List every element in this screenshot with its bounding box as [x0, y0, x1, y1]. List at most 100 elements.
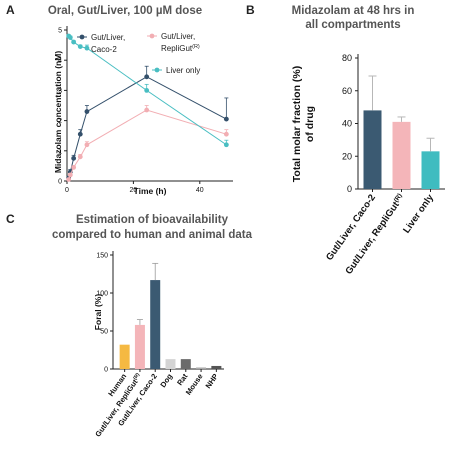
panel-a-legend-label: Liver only	[166, 66, 200, 75]
panel-c-bar-group-3	[150, 262, 161, 369]
panel-b-ytick-label: 80	[342, 53, 352, 63]
panel-a-data-point	[144, 74, 150, 80]
panel-a-data-point	[71, 155, 77, 161]
panel-a-series-1	[66, 65, 229, 181]
panel-a-legend: Gut/Liver, Caco-2 Gut/Liver, RepliGut(R) Liv…	[77, 32, 200, 75]
panel-a-ytick-label: 1	[58, 148, 62, 155]
panel-b-category-label: Gut/Liver, Caco-2	[324, 192, 378, 262]
panel-a-ytick-label: 0	[58, 179, 62, 186]
panel-b-bar	[392, 121, 411, 189]
panel-b-data	[363, 75, 440, 189]
panel-c-bar-group-5	[180, 359, 191, 369]
panel-c-ytick-label: 0	[104, 367, 108, 374]
panel-a-data-point	[71, 39, 77, 45]
panel-b-category-label: Liver only	[401, 192, 436, 236]
panel-a-data-point	[66, 177, 72, 182]
panel-a-title: Oral, Gut/Liver, 100 µM dose	[48, 5, 202, 17]
panel-c-ylabel: Foral (%)	[93, 294, 103, 331]
panel-a-series-3	[66, 33, 229, 148]
panel-a-data	[66, 33, 229, 182]
panel-a-data-point	[77, 154, 83, 160]
panel-a-data-point	[67, 172, 73, 178]
panel-b-title-line-2: all compartments	[305, 19, 400, 31]
panel-b-bar-group-2	[392, 116, 411, 189]
panel-b-ytick-label: 60	[342, 86, 352, 96]
panel-c: C Estimation of bioavailability compared…	[6, 212, 253, 438]
panel-c-bar	[119, 344, 130, 369]
panel-a-data-point	[77, 44, 83, 50]
panel-c-ytick-label: 100	[96, 291, 108, 298]
panel-c-bar-group-2	[134, 319, 145, 369]
panel-b-bar	[363, 110, 382, 189]
panel-a-legend-entry-2: Gut/Liver, RepliGut(R)	[147, 32, 200, 53]
panel-a-series-line	[68, 109, 227, 180]
panel-a-legend-label: Gut/Liver,	[91, 33, 125, 42]
panel-b-letter: B	[246, 3, 255, 17]
panel-a-ytick-label: 4	[58, 58, 62, 65]
panel-b-ytick-label: 20	[342, 151, 352, 161]
panel-a-data-point	[84, 45, 90, 51]
panel-a-series-2	[66, 105, 229, 182]
panel-a-ylabel: Midazolam concentration (nM)	[53, 51, 63, 173]
panel-c-ytick-label: 50	[100, 329, 108, 336]
panel-c-category-label: NHP	[204, 372, 220, 390]
panel-b-ytick-label: 0	[347, 184, 352, 194]
panel-a-xtick-label: 40	[196, 187, 204, 194]
panel-a-axes: 0 1 2 3 4 5 0 20 40	[58, 26, 233, 194]
panel-b-bar-group-1	[363, 75, 382, 189]
panel-a-data-point	[67, 35, 73, 40]
panel-c-title-line-2: compared to human and animal data	[52, 229, 253, 241]
panel-a-data-point	[223, 131, 229, 137]
panel-c-bar	[150, 280, 161, 369]
panel-c-ytick-label: 150	[96, 253, 108, 260]
panel-a-legend-marker	[154, 67, 160, 73]
panel-c-bar	[180, 359, 191, 369]
panel-a-data-point	[77, 131, 83, 137]
panel-b-bar-group-3	[421, 137, 440, 189]
panel-a-ytick-label: 3	[58, 88, 62, 95]
panel-c-bar	[196, 367, 207, 369]
panel-c-bar	[165, 359, 176, 369]
panel-b-ylabel-line-2: of drug	[304, 106, 316, 142]
panel-a-xtick-label: 0	[65, 187, 69, 194]
panel-a-data-point	[84, 142, 90, 148]
panel-a-data-point	[71, 165, 77, 170]
panel-a-ytick-label: 5	[58, 28, 62, 35]
panel-c-category-label: Dog	[158, 372, 174, 389]
panel-a-letter: A	[6, 3, 15, 17]
panel-c-bar	[211, 365, 222, 369]
panel-a-legend-entry-1: Gut/Liver, Caco-2	[77, 33, 125, 54]
panel-a-data-point	[144, 107, 150, 113]
panel-b: B Midazolam at 48 hrs in all compartment…	[246, 3, 445, 277]
panel-c-bar	[134, 324, 145, 369]
panel-a: A Oral, Gut/Liver, 100 µM dose 0 1 2 3 4 5 0 20…	[6, 3, 233, 196]
panel-a-legend-marker	[149, 33, 155, 39]
panel-a-legend-label: RepliGut(R)	[161, 44, 200, 53]
panel-b-ytick-label: 40	[342, 119, 352, 129]
panel-b-bar	[421, 151, 440, 189]
panel-a-xlabel: Time (h)	[134, 186, 167, 196]
panel-a-data-point	[223, 116, 229, 122]
panel-a-ytick-label: 2	[58, 118, 62, 125]
panel-a-legend-label: Gut/Liver,	[161, 32, 195, 41]
panel-c-title-line-1: Estimation of bioavailability	[76, 214, 229, 226]
panel-c-data	[119, 262, 222, 369]
panel-a-legend-entry-3: Liver only	[152, 66, 200, 75]
panel-a-data-point	[223, 142, 229, 148]
panel-c-letter: C	[6, 212, 15, 226]
panel-b-title-line-1: Midazolam at 48 hrs in	[292, 5, 415, 17]
panel-a-legend-label: Caco-2	[91, 45, 117, 54]
panel-a-xtick-label: 20	[130, 187, 138, 194]
panel-b-ylabel-line-1: Total molar fraction (%)	[291, 66, 303, 182]
panel-a-data-point	[84, 109, 90, 114]
panel-c-bar-group-4	[165, 359, 176, 369]
panel-c-bar-group-6	[196, 367, 207, 369]
panel-a-data-point	[144, 88, 150, 93]
panel-a-legend-marker	[79, 34, 85, 40]
panel-b-category-label: Gut/Liver, RepliGut(R)	[343, 192, 407, 276]
panel-c-bar-group-1	[119, 344, 130, 369]
panel-c-bar-group-7	[211, 365, 222, 369]
